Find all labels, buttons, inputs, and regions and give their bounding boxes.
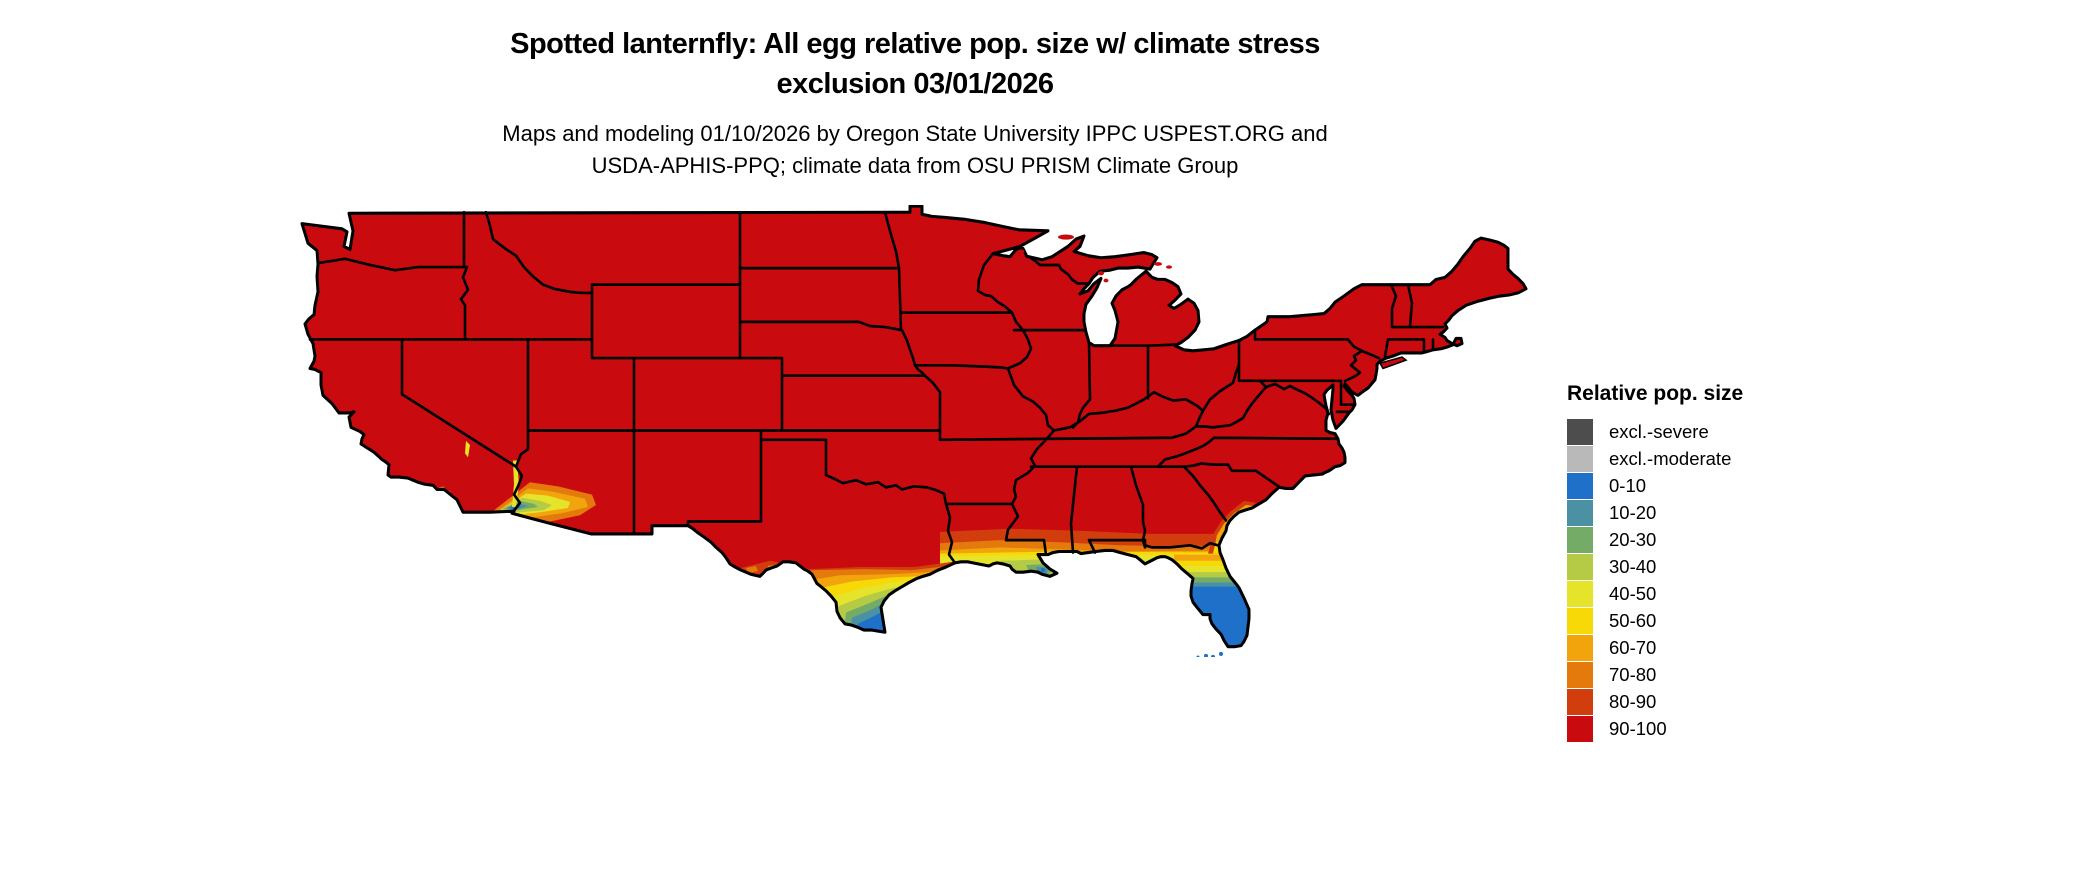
- legend-swatch: [1567, 661, 1593, 688]
- legend-swatch: [1567, 526, 1593, 553]
- legend-item-label: 0-10: [1609, 474, 1647, 496]
- legend-swatch: [1567, 472, 1593, 499]
- legend-swatch: [1567, 688, 1593, 715]
- header: Spotted lanternfly: All egg relative pop…: [300, 24, 1530, 182]
- legend-item-label: 30-40: [1609, 555, 1657, 577]
- legend-swatch: [1567, 580, 1593, 607]
- state-borders: [308, 210, 1445, 565]
- legend-item-label: 80-90: [1609, 690, 1657, 712]
- legend-item-label: 50-60: [1609, 609, 1657, 631]
- legend-item: excl.-moderate: [1567, 445, 1927, 472]
- legend-item: 20-30: [1567, 526, 1927, 553]
- map-title-line-1: Spotted lanternfly: All egg relative pop…: [510, 28, 1320, 60]
- legend-item-label: excl.-severe: [1609, 420, 1709, 442]
- legend-item: 90-100: [1567, 715, 1927, 742]
- legend-item: 30-40: [1567, 553, 1927, 580]
- legend-items: excl.-severe excl.-moderate 0-10 10-20 20-30…: [1567, 418, 1927, 742]
- gradient-region-gulf-coast: [940, 528, 1232, 647]
- legend-item: 0-10: [1567, 472, 1927, 499]
- map-subtitle-line-2: USDA-APHIS-PPQ; climate data from OSU PR…: [591, 153, 1239, 178]
- legend-item-label: 70-80: [1609, 663, 1657, 685]
- legend-item: 70-80: [1567, 661, 1927, 688]
- legend-item: 80-90: [1567, 688, 1927, 715]
- islands: [1017, 234, 1408, 657]
- legend-swatch: [1567, 553, 1593, 580]
- legend-item-label: excl.-moderate: [1609, 447, 1732, 469]
- legend-item-label: 60-70: [1609, 636, 1657, 658]
- us-map-svg: [300, 205, 1528, 657]
- legend-item-label: 90-100: [1609, 717, 1667, 739]
- legend-swatch: [1567, 418, 1593, 445]
- legend-swatch: [1567, 445, 1593, 472]
- legend-item: 10-20: [1567, 499, 1927, 526]
- map-subtitle-line-1: Maps and modeling 01/10/2026 by Oregon S…: [502, 121, 1328, 146]
- legend-item: 50-60: [1567, 607, 1927, 634]
- legend-item: excl.-severe: [1567, 418, 1927, 445]
- us-risk-map: [300, 205, 1530, 657]
- legend: Relative pop. size excl.-severe excl.-mod…: [1567, 382, 1927, 742]
- legend-item-label: 20-30: [1609, 528, 1657, 550]
- legend-item: 60-70: [1567, 634, 1927, 661]
- legend-swatch: [1567, 715, 1593, 742]
- legend-item-label: 40-50: [1609, 582, 1657, 604]
- legend-item: 40-50: [1567, 580, 1927, 607]
- legend-swatch: [1567, 499, 1593, 526]
- legend-title: Relative pop. size: [1567, 382, 1744, 405]
- legend-swatch: [1567, 634, 1593, 661]
- long-island: [1378, 356, 1408, 370]
- legend-item-label: 10-20: [1609, 501, 1657, 523]
- florida-keys: [1196, 651, 1223, 657]
- map-title-line-2: exclusion 03/01/2026: [776, 68, 1054, 100]
- legend-swatch: [1567, 607, 1593, 634]
